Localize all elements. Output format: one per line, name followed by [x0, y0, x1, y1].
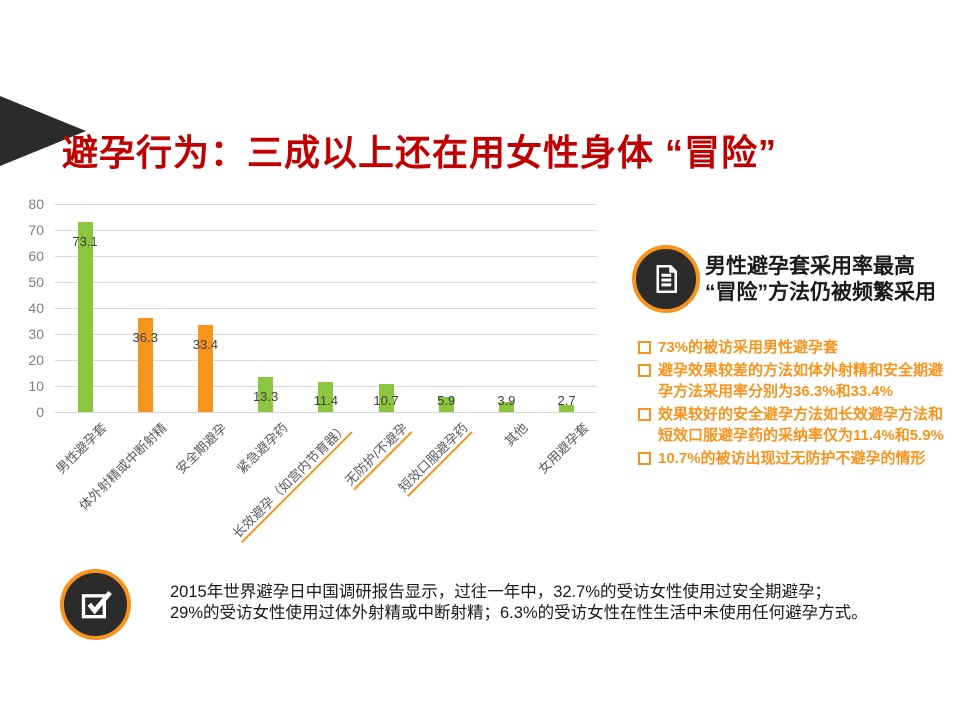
y-axis-tick-label: 10	[28, 378, 44, 394]
footnote-line2: 29%的受访女性使用过体外射精或中断射精；6.3%的受访女性在性生活中未使用任何…	[170, 604, 868, 622]
panel-heading: 男性避孕套采用率最高 “冒险”方法仍被频繁采用	[705, 254, 955, 306]
bar-value-label: 13.3	[252, 389, 279, 405]
bar-value-label: 11.4	[313, 393, 338, 408]
bar	[438, 396, 454, 412]
bullet-item: 73%的被访采用男性避孕套	[638, 337, 950, 358]
bar	[258, 377, 274, 412]
y-axis-tick-label: 60	[28, 248, 44, 264]
y-axis-tick-label: 30	[28, 326, 44, 342]
bullet-text: 73%的被访采用男性避孕套	[658, 339, 839, 356]
x-axis-category-label: 紧急避孕药	[233, 420, 291, 477]
document-icon	[632, 245, 700, 313]
gridline	[55, 308, 597, 309]
bullet-text: 10.7%的被访出现过无防护不避孕的情形	[658, 450, 926, 467]
footnote-text: 2015年世界避孕日中国调研报告显示，过往一年中，32.7%的受访女性使用过安全…	[170, 582, 930, 624]
bullet-square-icon	[638, 364, 651, 377]
bar	[318, 382, 334, 412]
bullet-text: 效果较好的安全避孕方法如长效避孕方法和短效口服避孕药的采纳率仅为11.4%和5.…	[658, 406, 944, 444]
y-axis-tick-label: 70	[28, 222, 44, 238]
bar-value-label: 5.9	[437, 393, 456, 408]
x-axis-category-label: 男性避孕套	[53, 420, 110, 477]
bullet-text: 避孕效果较差的方法如体外射精和安全期避孕方法采用率分别为36.3%和33.4%	[658, 362, 944, 400]
bar	[137, 317, 153, 412]
gridline	[55, 360, 597, 361]
page-title: 避孕行为：三成以上还在用女性身体 “冒险”	[62, 132, 778, 174]
y-axis-tick-label: 40	[28, 300, 44, 316]
footnote-line1: 2015年世界避孕日中国调研报告显示，过往一年中，32.7%的受访女性使用过安全…	[170, 583, 831, 601]
bar	[77, 221, 93, 412]
panel-heading-line1: 男性避孕套采用率最高	[705, 255, 915, 278]
bullet-square-icon	[638, 452, 651, 465]
bullet-square-icon	[638, 341, 651, 354]
gridline	[55, 412, 597, 413]
y-axis-tick-label: 80	[28, 196, 44, 212]
gridline	[55, 230, 597, 231]
bullet-item: 避孕效果较差的方法如体外射精和安全期避孕方法采用率分别为36.3%和33.4%	[638, 360, 950, 402]
bar	[559, 404, 575, 412]
gridline	[55, 334, 597, 335]
bullet-square-icon	[638, 408, 651, 421]
y-axis-tick-label: 20	[28, 352, 44, 368]
bar-value-label: 33.4	[192, 337, 219, 353]
y-axis-tick-label: 50	[28, 274, 44, 290]
bar	[197, 325, 213, 412]
bar-value-label: 2.7	[557, 393, 576, 408]
x-axis-category-label: 安全期避孕	[173, 420, 231, 477]
bullet-item: 效果较好的安全避孕方法如长效避孕方法和短效口服避孕药的采纳率仅为11.4%和5.…	[638, 404, 950, 446]
x-axis-category-label: 女用避孕套	[534, 420, 592, 477]
bar	[498, 401, 514, 412]
bullet-item: 10.7%的被访出现过无防护不避孕的情形	[638, 448, 950, 469]
gridline	[55, 204, 597, 205]
bar-value-label: 3.9	[497, 393, 516, 408]
bar-value-label: 10.7	[373, 393, 399, 408]
bar-value-label: 36.3	[132, 329, 158, 345]
y-axis-tick-label: 0	[36, 404, 44, 420]
gridline	[55, 282, 597, 283]
bullet-list: 73%的被访采用男性避孕套避孕效果较差的方法如体外射精和安全期避孕方法采用率分别…	[638, 337, 950, 469]
panel-heading-line2: “冒险”方法仍被频繁采用	[705, 281, 936, 304]
bar-value-label: 73.1	[72, 233, 98, 249]
x-axis-category-label: 长效避孕（如宫内节育器）	[229, 420, 353, 544]
bar	[378, 384, 394, 412]
checkbox-icon	[60, 569, 131, 640]
gridline	[55, 256, 597, 257]
x-axis-category-label: 其他	[502, 420, 532, 450]
